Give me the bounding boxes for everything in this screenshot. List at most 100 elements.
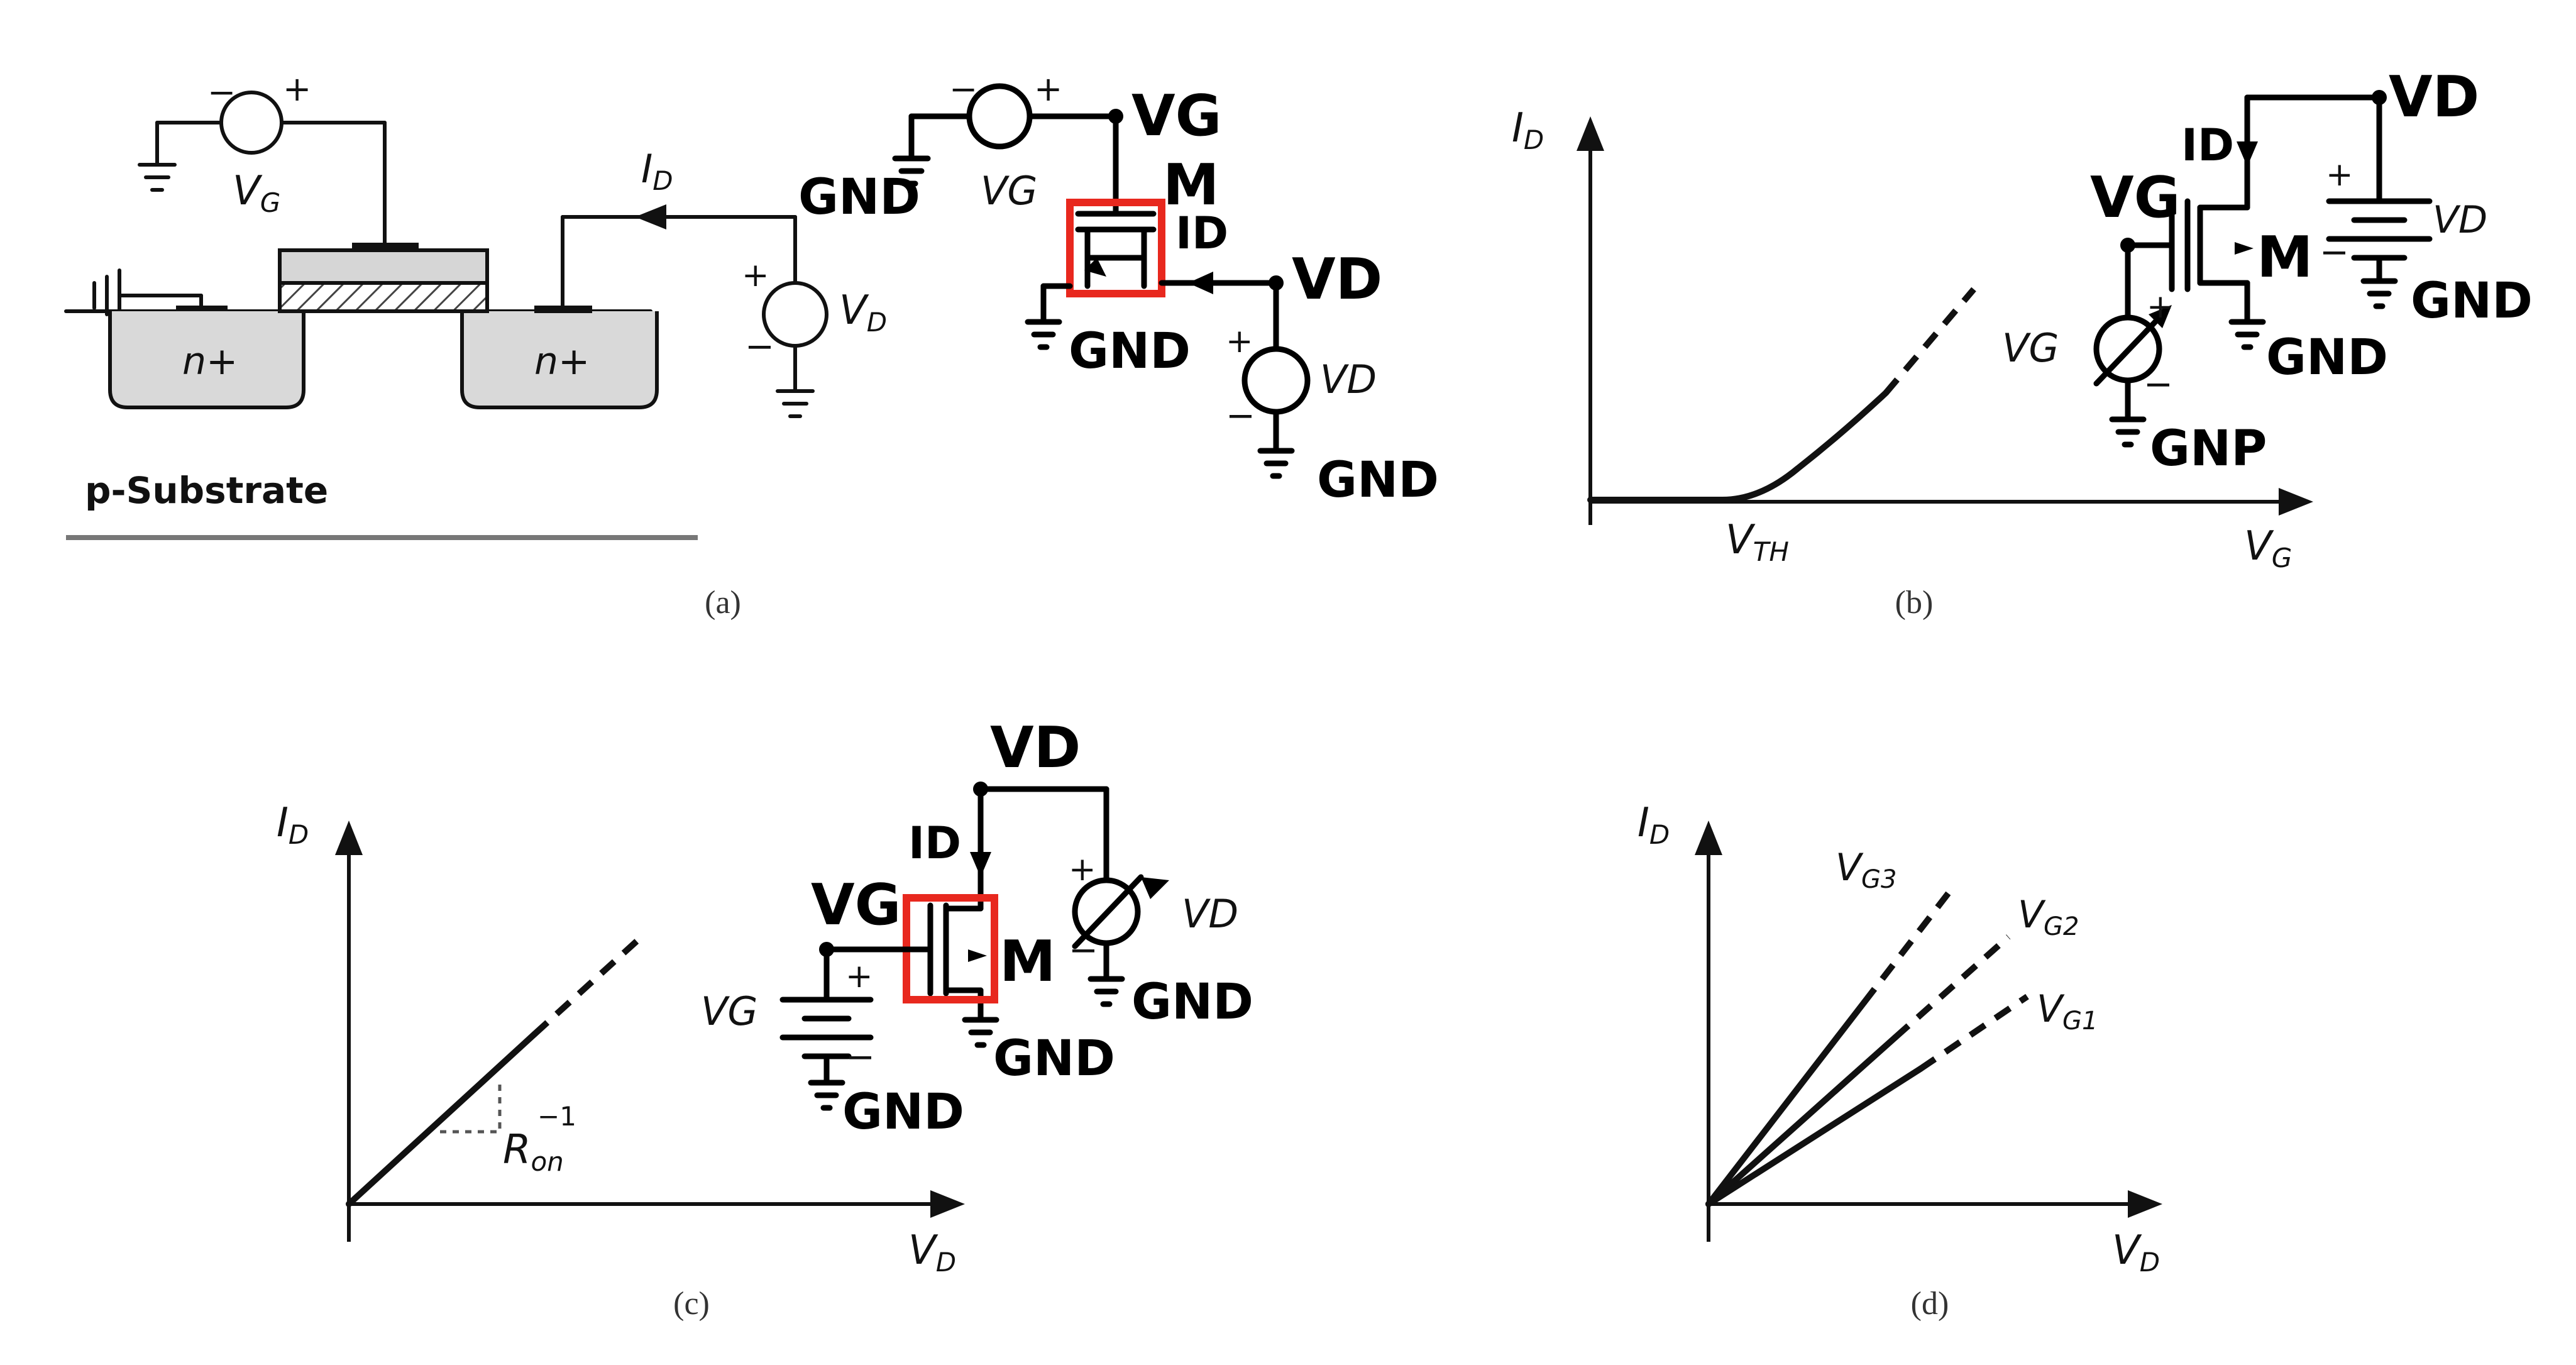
schematic-a: − + GND VG VG M ID: [798, 69, 1439, 509]
caption-c: (c): [673, 1286, 710, 1322]
gnd-label: GNP: [2150, 421, 2267, 477]
gnd-label: GND: [798, 169, 920, 226]
svg-text:−: −: [1069, 930, 1098, 971]
current-label: ID: [2181, 119, 2234, 171]
caption-d: (d): [1911, 1286, 1949, 1322]
battery-label: VD: [2433, 198, 2487, 242]
current-arrow-icon: [635, 204, 666, 229]
ground-icon: [1025, 319, 1062, 350]
gnd-label: GND: [2266, 329, 2388, 386]
ground-icon: [1087, 976, 1125, 1007]
svg-text:+: +: [2147, 288, 2174, 326]
current-label: ID: [1175, 207, 1228, 259]
ground-icon: [1257, 448, 1295, 479]
svg-text:+: +: [2326, 156, 2353, 194]
curve-vg3-extension: [1861, 890, 1951, 1005]
gnd-label: GND: [1069, 323, 1191, 380]
node-vg-label: VG: [811, 872, 901, 938]
panel-c: ID VD Ron −1 VD ID + − VD G: [277, 715, 1253, 1322]
threshold-label: VTH: [1726, 517, 1789, 567]
slope-label: Ron: [503, 1127, 564, 1177]
gate-oxide: [278, 281, 489, 313]
ground-icon: [2228, 319, 2266, 350]
svg-text:+: +: [742, 257, 769, 294]
resistive-line: [346, 1031, 537, 1207]
svg-text:+: +: [845, 958, 873, 995]
gnd-label: GND: [2411, 273, 2533, 329]
ground-icon: [962, 1017, 999, 1048]
x-axis-label: VD: [908, 1227, 956, 1278]
x-axis-label: VD: [2112, 1227, 2160, 1278]
ground-icon: [808, 1080, 845, 1111]
svg-text:−: −: [949, 69, 977, 109]
gnd-label: GND: [842, 1084, 964, 1141]
curve-label-vg1: VG1: [2037, 987, 2098, 1036]
curve-vg3: [1705, 1000, 1867, 1207]
source-diffusion: [108, 311, 305, 409]
source-vg-label: VG: [2002, 325, 2059, 371]
node-vd-label: VD: [2389, 64, 2479, 130]
svg-text:+: +: [1226, 323, 1253, 360]
current-label: ID: [908, 817, 961, 869]
transistor-highlight: [1066, 199, 1165, 297]
caption-b: (b): [1895, 585, 1934, 621]
source-n-plus-label: n+: [182, 340, 238, 384]
drain-current-label: ID: [641, 146, 673, 196]
svg-text:+: +: [1069, 851, 1096, 888]
transistor-label: M: [999, 929, 1056, 995]
ground-icon: [2360, 278, 2398, 309]
curve-vg2: [1705, 1034, 1898, 1207]
node-vg-label: VG: [1131, 83, 1222, 149]
gnd-label: GND: [1131, 974, 1253, 1031]
svg-text:+: +: [1034, 69, 1062, 109]
svg-text:−: −: [845, 1037, 875, 1078]
svg-text:+: +: [283, 69, 311, 109]
schematic-b: ID VD + − VD GND M: [2002, 64, 2533, 477]
current-arrow-icon: [2237, 141, 2258, 167]
curve-label-vg2: VG2: [2018, 893, 2079, 941]
schematic-c: VD ID + − VD GND M: [701, 715, 1253, 1141]
curve-vg1: [1705, 1066, 1924, 1207]
node-vd-label: VD: [990, 715, 1081, 781]
transistor-label: M: [2257, 224, 2313, 290]
node-vg-label: VG: [2090, 165, 2181, 231]
resistive-line-extension: [532, 937, 641, 1037]
panel-b: ID VG VTH ID VD + − VD GND: [1512, 64, 2533, 621]
x-axis-label: VG: [2244, 523, 2292, 573]
svg-text:−: −: [2144, 364, 2173, 405]
current-arrow-icon: [1188, 272, 1213, 294]
drain-source-label: VD: [839, 287, 887, 338]
gnd-label: GND: [993, 1031, 1115, 1087]
source-vd-label: VD: [1320, 356, 1377, 402]
caption-a: (a): [705, 585, 741, 621]
ground-icon: [138, 163, 177, 192]
svg-text:−: −: [745, 326, 774, 367]
ground-icon: [892, 155, 931, 187]
svg-text:−: −: [1226, 395, 1255, 436]
source-vd-label: VD: [1182, 891, 1238, 937]
slope-exponent: −1: [537, 1101, 576, 1132]
current-arrow-icon: [970, 852, 991, 877]
svg-text:−: −: [207, 72, 236, 112]
svg-text:−: −: [2320, 232, 2349, 273]
source-vg-label: VG: [981, 168, 1037, 214]
drain-diffusion: [460, 311, 659, 409]
node-vd-label: VD: [1292, 246, 1382, 312]
gate-poly: [278, 248, 489, 285]
gate-source-label: VG: [233, 168, 280, 218]
transfer-curve: [1587, 390, 1889, 503]
y-axis-label: ID: [1512, 105, 1544, 155]
curve-vg2-extension: [1893, 934, 2011, 1040]
panel-d: ID VD VG3 VG2 VG1 (d): [1638, 800, 2162, 1322]
panel-a: − + VG n+ n+: [64, 69, 1439, 621]
y-axis-label: ID: [277, 800, 309, 850]
curve-vg1-extension: [1918, 993, 2029, 1072]
ground-icon: [776, 389, 815, 418]
transfer-curve-extension: [1883, 287, 1976, 395]
transistor-label: M: [1163, 152, 1219, 218]
drain-n-plus-label: n+: [534, 340, 590, 384]
y-axis-label: ID: [1638, 800, 1670, 850]
ground-icon: [2109, 416, 2147, 448]
curve-label-vg3: VG3: [1836, 846, 1897, 894]
